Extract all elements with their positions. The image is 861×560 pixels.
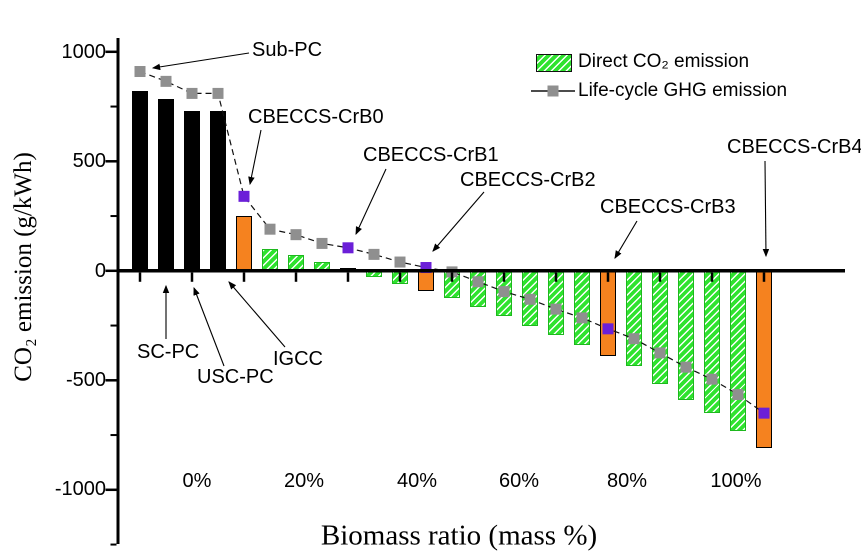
marker-lifecycle-15	[524, 293, 536, 305]
x-tick-label-60: 60%	[498, 470, 540, 492]
annotation-arrow-CBECCS-CrB0	[248, 129, 262, 186]
marker-lifecycle-7	[316, 237, 328, 249]
marker-lifecycle-22	[706, 373, 718, 385]
annotation-sc-pc: SC-PC	[137, 341, 200, 363]
marker-lifecycle-SC-PC	[160, 75, 172, 87]
marker-lifecycle-USC-PC	[186, 87, 198, 99]
annotation-cbeccs-crb3: CBECCS-CrB3	[600, 196, 736, 218]
y-axis-title: CO₂ emission (g/kWh)	[10, 152, 37, 382]
annotation-cbeccs-crb0: CBECCS-CrB0	[248, 106, 384, 128]
annotation-sub-pc: Sub-PC	[252, 39, 323, 61]
x-axis-title: Biomass ratio (mass %)	[320, 519, 598, 552]
annotation-arrow-IGCC	[228, 281, 286, 348]
annotation-arrow-CBECCS-CrB1	[355, 168, 387, 235]
marker-lifecycle-10	[394, 256, 406, 268]
y-tick-label-1000: 1000	[61, 41, 107, 63]
annotation-usc-pc: USC-PC	[197, 366, 274, 388]
marker-lifecycle-9	[368, 248, 380, 260]
legend-square-marker	[547, 85, 559, 97]
marker-highlight-CBECCS-CrB1	[342, 242, 354, 254]
annotation-arrow-CBECCS-CrB4	[762, 160, 770, 258]
annotation-igcc: IGCC	[273, 348, 323, 370]
annotation-arrow-CBECCS-CrB2	[432, 191, 485, 252]
annotation-arrow-CBECCS-CrB3	[614, 220, 638, 259]
annotation-cbeccs-crb2: CBECCS-CrB2	[460, 169, 596, 191]
x-tick-label-80: 80%	[606, 470, 648, 492]
y-tick-label-500: 500	[72, 150, 106, 172]
marker-lifecycle-14	[498, 286, 510, 298]
annotation-arrow-USC-PC	[193, 286, 225, 367]
marker-lifecycle-Sub-PC	[134, 66, 146, 78]
legend-label-direct-co2: Direct CO₂ emission	[578, 51, 750, 72]
marker-highlight-CBECCS-CrB2	[420, 262, 432, 274]
marker-lifecycle-16	[550, 303, 562, 315]
marker-lifecycle-21	[680, 361, 692, 373]
marker-lifecycle-6	[290, 229, 302, 241]
x-tick-label-100: 100%	[710, 470, 762, 492]
marker-highlight-CBECCS-CrB0	[238, 190, 250, 202]
marker-highlight-CBECCS-CrB4	[758, 407, 770, 419]
bar-USC-PC	[184, 110, 200, 271]
marker-highlight-CBECCS-CrB3	[602, 323, 614, 335]
x-tick-label-40: 40%	[396, 470, 438, 492]
lifecycle-ghg-line	[139, 70, 765, 414]
y-tick-label-neg500: -500	[65, 369, 106, 391]
marker-lifecycle-13	[472, 276, 484, 288]
bar-SC-PC	[158, 98, 174, 271]
annotation-arrow-Sub-PC	[151, 52, 250, 71]
legend-swatch-direct-co2	[536, 54, 572, 72]
bar-IGCC	[210, 110, 226, 271]
marker-lifecycle-19	[628, 333, 640, 345]
marker-lifecycle-20	[654, 347, 666, 359]
bar-Sub-PC	[132, 91, 148, 271]
x-tick-label-20: 20%	[283, 470, 325, 492]
marker-lifecycle-IGCC	[212, 87, 224, 99]
legend-label-lifecycle-ghg: Life-cycle GHG emission	[578, 80, 788, 101]
annotation-cbeccs-crb4: CBECCS-CrB4	[727, 136, 861, 158]
y-tick-label-neg1000: -1000	[54, 478, 106, 500]
annotation-cbeccs-crb1: CBECCS-CrB1	[363, 144, 499, 166]
x-tick-label-0: 0%	[182, 470, 212, 492]
marker-lifecycle-17	[576, 312, 588, 324]
marker-lifecycle-23	[732, 389, 744, 401]
marker-lifecycle-5	[264, 223, 276, 235]
y-tick-label-0: 0	[94, 260, 106, 282]
